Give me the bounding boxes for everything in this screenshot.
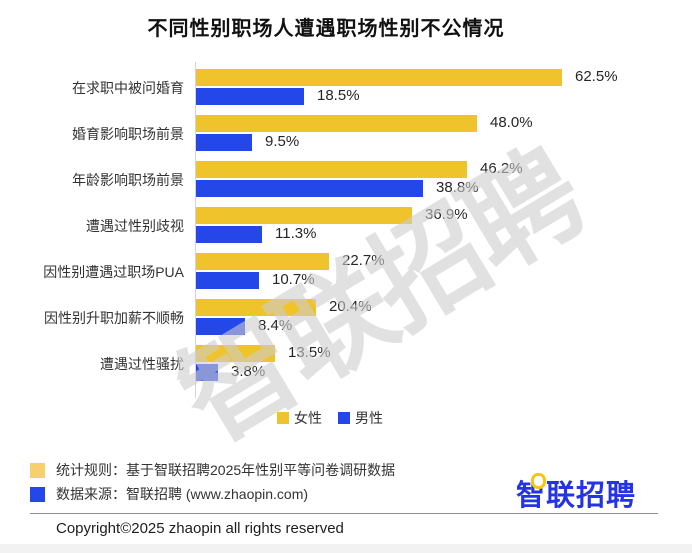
legend-label-male: 男性 bbox=[355, 410, 383, 426]
value-label: 18.5% bbox=[317, 87, 360, 104]
value-label: 38.8% bbox=[436, 179, 479, 196]
copyright-text: Copyright©2025 zhaopin all rights reserv… bbox=[56, 520, 344, 537]
bar-女性 bbox=[196, 115, 477, 132]
y-axis-line bbox=[195, 62, 196, 398]
value-label: 20.4% bbox=[329, 298, 372, 315]
footer-divider bbox=[30, 513, 658, 514]
category-label: 婚育影响职场前景 bbox=[72, 126, 184, 142]
note-text: 统计规则：基于智联招聘2025年性别平等问卷调研数据 bbox=[56, 462, 396, 478]
bar-男性 bbox=[196, 88, 304, 105]
bar-男性 bbox=[196, 364, 218, 381]
legend-item-male: 男性 bbox=[338, 408, 383, 428]
value-label: 48.0% bbox=[490, 114, 533, 131]
value-label: 3.8% bbox=[231, 363, 266, 380]
legend: 女性 男性 bbox=[0, 408, 660, 428]
legend-label-female: 女性 bbox=[294, 410, 322, 426]
bar-男性 bbox=[196, 180, 423, 197]
bar-男性 bbox=[196, 134, 252, 151]
bar-女性 bbox=[196, 345, 275, 362]
zhaopin-logo: 智联招聘 bbox=[516, 472, 636, 514]
bar-女性 bbox=[196, 161, 467, 178]
value-label: 11.3% bbox=[275, 225, 317, 242]
category-label: 年龄影响职场前景 bbox=[72, 172, 184, 188]
bar-男性 bbox=[196, 226, 262, 243]
value-label: 8.4% bbox=[258, 317, 293, 334]
bar-女性 bbox=[196, 253, 329, 270]
zhaopin-logo-yellow-accent-icon bbox=[531, 473, 546, 489]
value-label: 36.9% bbox=[425, 206, 468, 223]
bar-女性 bbox=[196, 69, 562, 86]
value-label: 9.5% bbox=[265, 133, 300, 150]
category-label: 遭遇过性别歧视 bbox=[86, 218, 184, 234]
legend-swatch-male bbox=[338, 412, 350, 424]
bar-男性 bbox=[196, 272, 259, 289]
note-text: 数据来源：智联招聘 (www.zhaopin.com) bbox=[56, 486, 309, 502]
footnotes: 统计规则：基于智联招聘2025年性别平等问卷调研数据 数据来源：智联招聘 (ww… bbox=[30, 461, 395, 509]
bar-女性 bbox=[196, 299, 316, 316]
value-label: 46.2% bbox=[480, 160, 523, 177]
category-label: 遭遇过性骚扰 bbox=[100, 356, 184, 372]
bar-男性 bbox=[196, 318, 245, 335]
value-label: 62.5% bbox=[575, 68, 618, 85]
value-label: 22.7% bbox=[342, 252, 385, 269]
note-statistics-rule: 统计规则：基于智联招聘2025年性别平等问卷调研数据 bbox=[30, 461, 395, 479]
note-swatch-blue bbox=[30, 486, 45, 502]
category-label: 因性别遭遇过职场PUA bbox=[43, 264, 184, 280]
category-label: 因性别升职加薪不顺畅 bbox=[44, 310, 184, 326]
note-data-source: 数据来源：智联招聘 (www.zhaopin.com) bbox=[30, 485, 395, 503]
bottom-edge-strip bbox=[0, 544, 692, 553]
value-label: 10.7% bbox=[272, 271, 315, 288]
legend-swatch-female bbox=[277, 412, 289, 424]
category-label: 在求职中被问婚育 bbox=[72, 80, 184, 96]
value-label: 13.5% bbox=[288, 344, 331, 361]
legend-item-female: 女性 bbox=[277, 408, 322, 428]
note-swatch-yellow bbox=[30, 462, 45, 478]
chart-title: 不同性别职场人遭遇职场性别不公情况 bbox=[147, 18, 505, 40]
bar-女性 bbox=[196, 207, 412, 224]
